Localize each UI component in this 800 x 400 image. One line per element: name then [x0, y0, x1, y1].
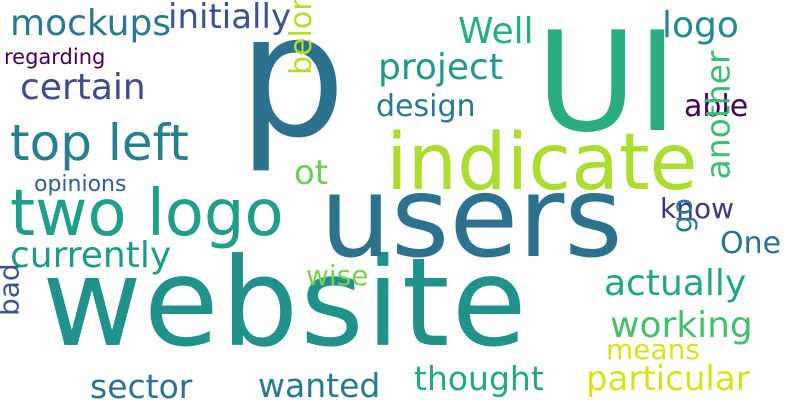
word-p: p	[238, 0, 346, 176]
word-able: able	[684, 89, 749, 124]
word-another: another	[698, 50, 738, 180]
word-means: means	[606, 333, 700, 366]
word-particular: particular	[586, 359, 750, 399]
word-actually: actually	[604, 263, 747, 304]
word-working: working	[610, 305, 753, 346]
word-ui: UI	[536, 2, 678, 163]
word-belong: belong	[283, 0, 319, 75]
word-go: go	[665, 198, 699, 233]
word-indicate: indicate	[386, 118, 698, 208]
word-website: website	[42, 232, 529, 374]
word-wanted: wanted	[258, 366, 381, 400]
word-top-left: top left	[10, 114, 189, 172]
word-thought: thought	[414, 359, 544, 398]
word-project: project	[378, 47, 503, 88]
word-initially: initially	[168, 0, 292, 37]
word-one: One	[720, 226, 782, 261]
word-logo: logo	[662, 5, 739, 46]
word-bad: bad	[0, 263, 26, 316]
word-ot: ot	[294, 153, 329, 193]
word-mockups: mockups	[10, 3, 172, 44]
word-wise: wise	[306, 259, 369, 292]
word-design: design	[376, 89, 476, 124]
word-users: users	[320, 153, 623, 283]
word-two-logo: two logo	[10, 177, 284, 251]
word-well: Well	[458, 11, 534, 52]
word-opinions: opinions	[34, 172, 127, 197]
word-know: know	[660, 192, 734, 225]
word-certain: certain	[20, 67, 146, 108]
word-sector: sector	[90, 367, 193, 400]
word-currently: currently	[10, 235, 172, 276]
word-regarding: regarding	[4, 45, 106, 69]
